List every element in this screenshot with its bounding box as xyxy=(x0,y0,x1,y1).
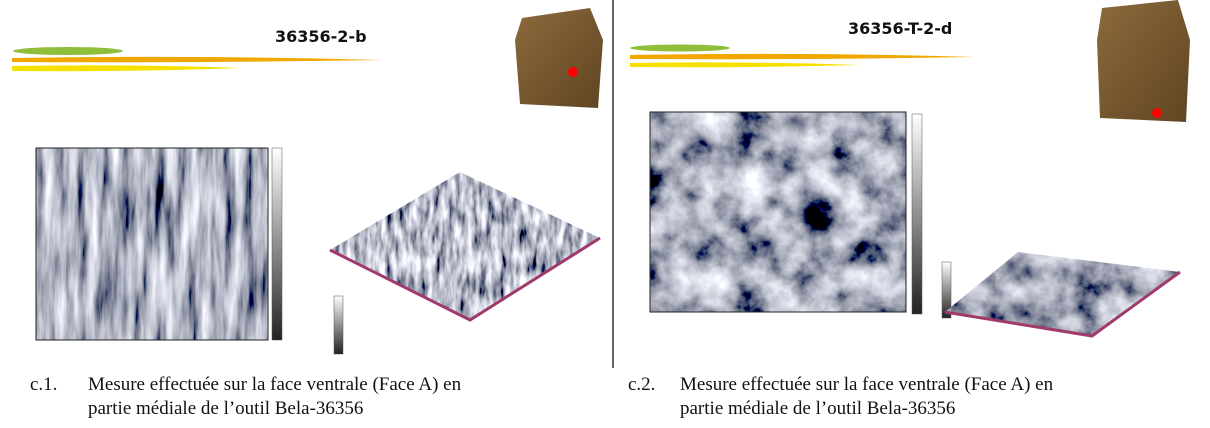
caption: partie médiale de l’outil Bela-36356 xyxy=(88,398,363,419)
streak xyxy=(12,65,242,72)
colorbar xyxy=(271,147,283,341)
height-map xyxy=(36,148,268,340)
caption-label: c.2. xyxy=(628,374,655,395)
map-frame xyxy=(649,111,907,313)
panel-right: 36356-T-2-d c.2. Mesure effectuée sur la… xyxy=(628,0,1190,419)
panel-title: 36356-T-2-d xyxy=(848,19,952,38)
streak xyxy=(12,56,382,63)
location-dot xyxy=(568,67,578,77)
caption: Mesure effectuée sur la face ventrale (F… xyxy=(88,374,462,395)
height-map xyxy=(650,112,906,312)
surface-3d xyxy=(330,172,600,320)
streak xyxy=(13,47,123,55)
colorbar xyxy=(333,295,344,355)
streak xyxy=(630,53,975,60)
caption: Mesure effectuée sur la face ventrale (F… xyxy=(680,374,1054,395)
panel-left: 36356-2-b c.1. Mesure effectuée sur la f… xyxy=(12,8,603,419)
surface-edge xyxy=(944,270,1181,338)
panel-title: 36356-2-b xyxy=(275,27,367,46)
caption: partie médiale de l’outil Bela-36356 xyxy=(680,398,955,419)
surface-3d xyxy=(945,252,1180,336)
tool-photo xyxy=(1097,0,1190,122)
colorbar xyxy=(941,261,952,319)
surface-edge xyxy=(329,236,601,322)
tool-photo xyxy=(515,8,603,108)
caption-label: c.1. xyxy=(30,374,57,395)
colorbar xyxy=(911,113,923,315)
map-frame xyxy=(35,147,269,341)
location-dot xyxy=(1152,108,1162,118)
streak xyxy=(630,44,730,52)
streak xyxy=(630,62,860,68)
